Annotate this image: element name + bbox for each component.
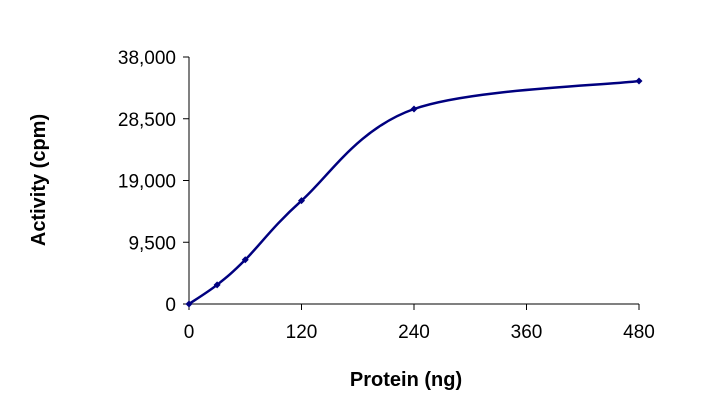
x-ticks: 0 120 240 360 480 — [184, 304, 655, 343]
y-tick-label: 0 — [165, 295, 176, 316]
y-axis-title: Activity (cpm) — [28, 114, 50, 246]
y-tick-label: 9,500 — [128, 233, 176, 254]
data-point-marker — [185, 300, 193, 308]
series-line — [188, 79, 640, 306]
x-tick-label: 240 — [398, 322, 430, 343]
y-tick-label: 19,000 — [118, 172, 176, 193]
data-point-marker — [635, 77, 643, 85]
x-tick-label: 360 — [511, 322, 543, 343]
series-layer — [185, 77, 643, 308]
data-point-marker — [241, 256, 249, 264]
y-tick-label: 28,500 — [118, 110, 176, 131]
data-point-marker — [410, 105, 418, 113]
y-ticks: 0 9,500 19,000 28,500 38,000 — [118, 48, 189, 316]
axes — [188, 57, 639, 305]
x-tick-label: 120 — [286, 322, 318, 343]
data-point-marker — [298, 197, 305, 205]
x-axis-title: Protein (ng) — [350, 369, 462, 391]
y-tick-label: 38,000 — [118, 48, 176, 69]
data-point-marker — [213, 281, 221, 289]
x-tick-label: 0 — [184, 322, 195, 343]
x-tick-label: 480 — [623, 322, 655, 343]
